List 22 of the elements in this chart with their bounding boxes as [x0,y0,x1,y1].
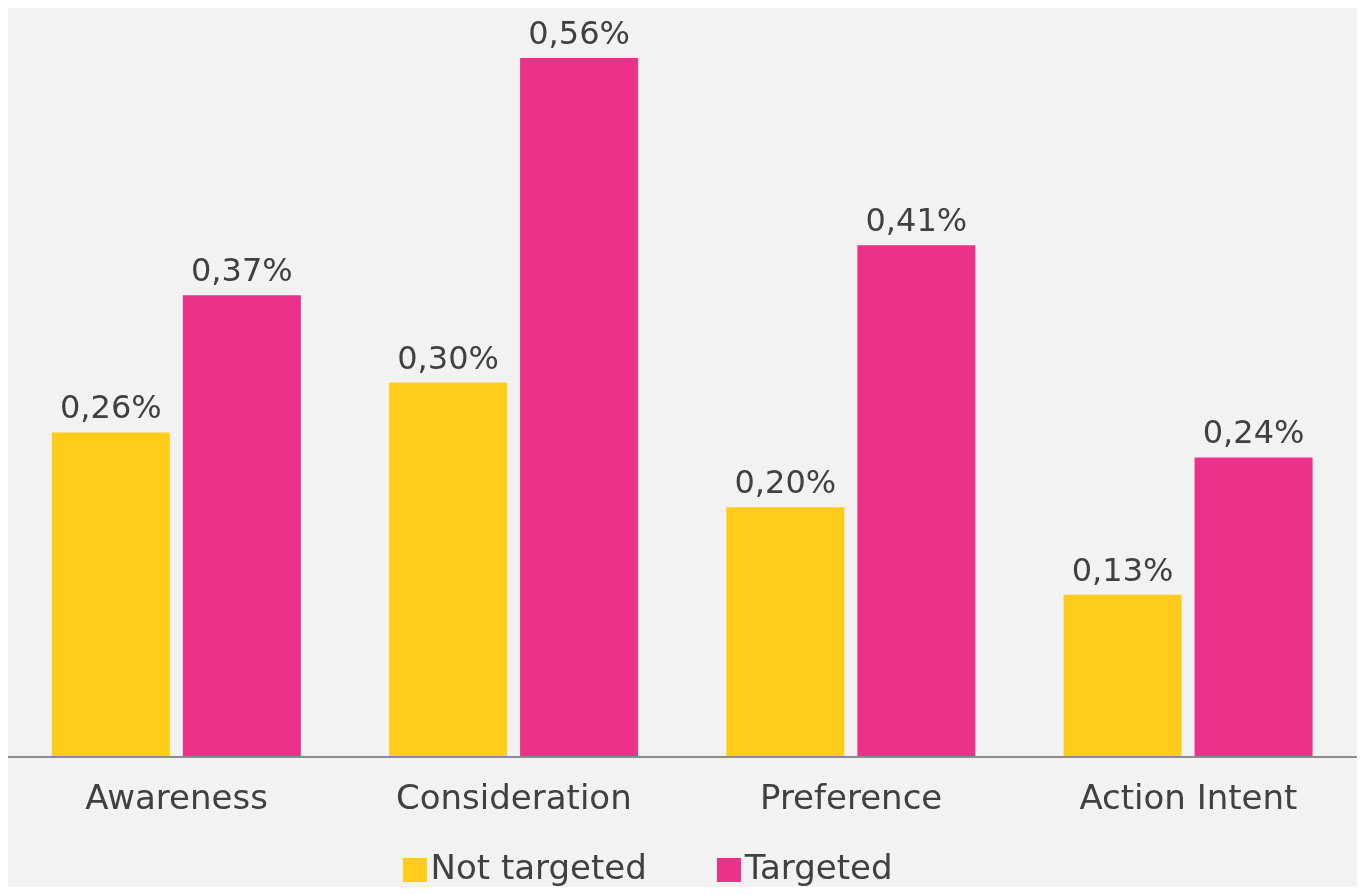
data-label: 0,26% [60,388,162,427]
bar [1194,457,1313,757]
bar [182,295,301,757]
data-label: 0,20% [734,463,837,502]
x-tick-label: Action Intent [1079,777,1298,818]
bar [51,432,170,757]
x-tick-label: Consideration [396,777,632,818]
data-label: 0,24% [1202,413,1305,452]
x-tick-label: Preference [759,777,943,818]
data-label: 0,30% [397,338,499,377]
bar [726,507,845,757]
bar [1063,594,1182,757]
legend-label: Targeted [744,847,893,887]
data-label: 0,41% [865,201,968,240]
data-label: 0,13% [1071,550,1174,589]
data-label: 0,37% [191,251,293,290]
x-tick-label: Awareness [85,777,268,818]
data-label: 0,56% [528,14,630,52]
legend-label: Not targeted [430,847,647,887]
bar [857,245,976,757]
bar [520,58,639,757]
bar [389,382,508,757]
